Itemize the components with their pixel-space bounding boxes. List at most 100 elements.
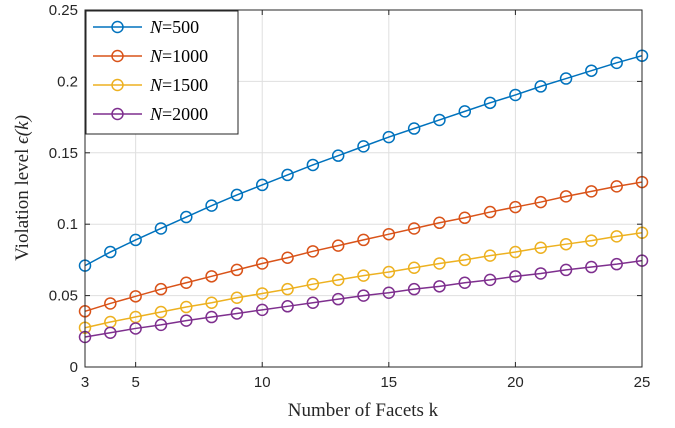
y-axis-label-text: Violation level xyxy=(12,144,33,261)
legend-label: N=500 xyxy=(149,17,199,37)
data-point xyxy=(154,222,168,235)
data-point xyxy=(357,269,370,282)
data-point xyxy=(331,273,345,287)
data-point xyxy=(407,122,421,135)
data-point xyxy=(230,263,244,277)
data-point xyxy=(559,190,573,203)
series-line xyxy=(84,232,643,329)
data-point xyxy=(433,216,446,230)
data-point xyxy=(180,300,193,314)
data-point xyxy=(255,178,269,192)
data-point xyxy=(331,292,345,306)
data-point xyxy=(407,222,421,235)
legend-marker xyxy=(111,107,124,121)
data-point xyxy=(407,261,421,275)
series-1 xyxy=(78,49,649,272)
data-point xyxy=(306,277,320,291)
data-point xyxy=(205,296,218,309)
data-point xyxy=(458,211,472,225)
legend-label: N=1000 xyxy=(149,46,208,66)
legend-item: N=1000 xyxy=(93,46,208,66)
data-point xyxy=(559,237,573,251)
data-point xyxy=(154,282,168,296)
data-point xyxy=(585,185,598,198)
y-tick-label: 0.05 xyxy=(49,288,78,305)
data-point xyxy=(483,205,497,219)
data-point xyxy=(509,200,522,214)
data-point xyxy=(357,233,370,247)
data-point xyxy=(331,239,345,252)
legend-label-variable: N xyxy=(149,104,163,124)
data-point xyxy=(458,105,472,118)
data-point xyxy=(382,130,396,144)
data-point xyxy=(331,149,345,162)
data-point xyxy=(382,227,396,241)
data-point xyxy=(534,195,547,209)
data-point xyxy=(104,326,117,339)
series-4 xyxy=(78,254,649,344)
legend-label-variable: N xyxy=(149,17,163,37)
data-point xyxy=(180,314,193,327)
data-point xyxy=(205,199,218,212)
legend-label-value: =2000 xyxy=(162,104,208,124)
x-axis-label: Number of Facets k xyxy=(288,400,439,421)
series-group xyxy=(78,49,649,344)
data-point xyxy=(104,297,117,310)
x-tick-label: 10 xyxy=(254,374,271,391)
x-tick-label: 5 xyxy=(131,374,139,391)
data-point xyxy=(382,286,396,299)
data-point xyxy=(129,233,142,247)
data-point xyxy=(255,303,269,317)
data-point xyxy=(154,318,168,332)
legend-item: N=500 xyxy=(93,17,199,37)
legend-label-variable: N xyxy=(149,75,163,95)
data-point xyxy=(104,245,117,259)
data-point xyxy=(306,296,320,309)
y-axis-ticks: 0 0.05 0.1 0.15 0.2 0.25 xyxy=(49,2,642,376)
legend-marker xyxy=(111,78,124,92)
legend-item: N=2000 xyxy=(93,104,208,124)
data-point xyxy=(230,307,244,320)
x-axis-ticks: 3 5 10 15 20 25 xyxy=(81,10,651,391)
x-tick-label: 3 xyxy=(81,374,89,391)
data-point xyxy=(154,305,168,319)
data-point xyxy=(534,80,547,93)
data-point xyxy=(180,276,193,289)
data-point xyxy=(585,260,598,274)
data-point xyxy=(483,96,497,110)
data-point xyxy=(610,180,623,193)
data-point xyxy=(610,230,623,243)
x-tick-label: 25 xyxy=(634,374,651,391)
data-point xyxy=(559,263,573,277)
data-point xyxy=(281,300,294,313)
data-point xyxy=(281,251,294,265)
data-point xyxy=(433,113,446,127)
data-point xyxy=(509,245,522,259)
y-tick-label: 0.1 xyxy=(57,216,78,233)
data-point xyxy=(230,291,244,304)
series-line xyxy=(84,259,643,338)
data-point xyxy=(357,289,370,302)
data-point xyxy=(509,88,522,102)
data-point xyxy=(433,280,446,293)
data-point xyxy=(585,234,598,247)
data-point xyxy=(306,245,320,258)
data-point xyxy=(382,265,396,279)
data-point xyxy=(559,72,573,85)
x-tick-label: 20 xyxy=(507,374,524,391)
data-point xyxy=(458,253,472,267)
legend-item: N=1500 xyxy=(93,75,208,95)
data-point xyxy=(433,257,446,270)
series-line xyxy=(84,54,643,267)
data-point xyxy=(610,56,623,70)
data-point xyxy=(180,210,193,224)
data-point xyxy=(129,322,142,335)
data-point xyxy=(483,273,497,287)
data-point xyxy=(230,188,244,202)
legend-label-value: =1500 xyxy=(162,75,208,95)
data-point xyxy=(281,282,294,296)
data-point xyxy=(255,287,269,300)
x-tick-label: 15 xyxy=(380,374,397,391)
data-point xyxy=(306,158,320,172)
